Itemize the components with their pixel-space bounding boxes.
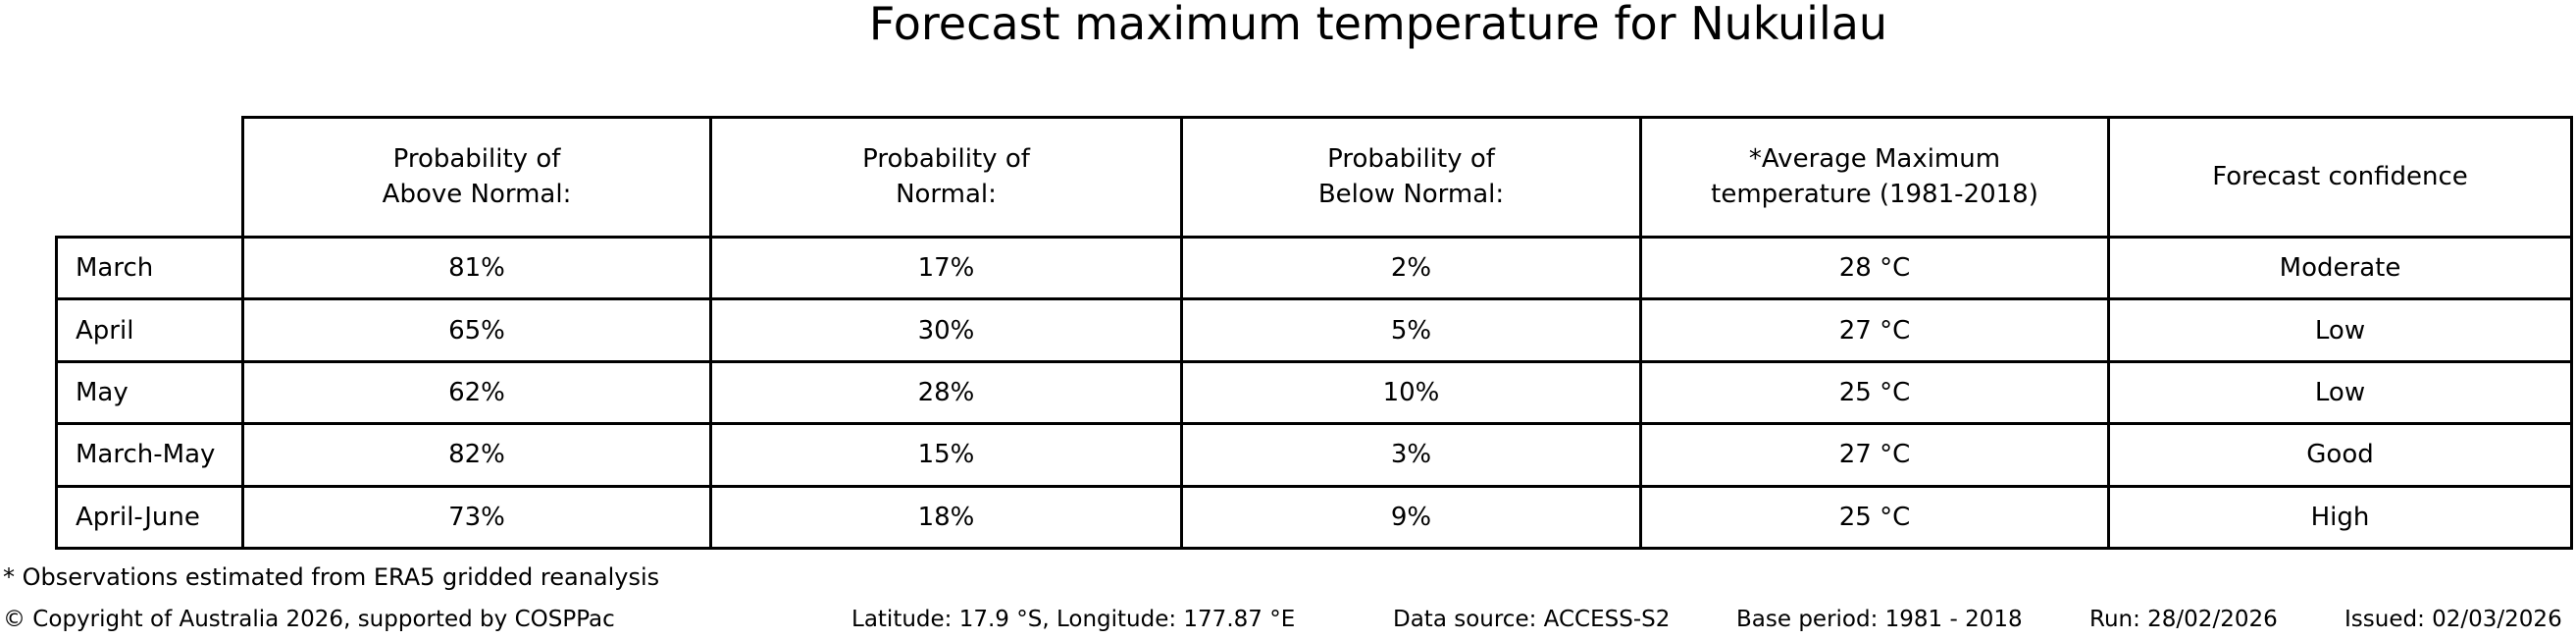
run-date-text: Run: 28/02/2026 bbox=[2089, 607, 2278, 632]
cell-may-normal: 28% bbox=[709, 359, 1183, 426]
cell-april-june-below: 9% bbox=[1180, 484, 1642, 550]
col-header-above-normal: Probability of Above Normal: bbox=[241, 116, 712, 239]
cell-march-may-below: 3% bbox=[1180, 422, 1642, 488]
table-header-row: Probability of Above Normal: Probability… bbox=[57, 116, 2573, 239]
cell-may-below: 10% bbox=[1180, 359, 1642, 426]
cell-march-may-normal: 15% bbox=[709, 422, 1183, 488]
corner-cell bbox=[57, 118, 243, 238]
forecast-table: Probability of Above Normal: Probability… bbox=[55, 116, 2573, 550]
col-header-normal: Probability of Normal: bbox=[709, 116, 1183, 239]
cell-april-normal: 30% bbox=[709, 297, 1183, 363]
data-source-text: Data source: ACCESS-S2 bbox=[1393, 607, 1671, 632]
page-title: Forecast maximum temperature for Nukuila… bbox=[868, 0, 1888, 50]
table-row-march-may: March-May 82% 15% 3% 27 °C Good bbox=[55, 422, 2573, 488]
cell-april-avg-temp: 27 °C bbox=[1639, 297, 2110, 363]
base-period-text: Base period: 1981 - 2018 bbox=[1736, 607, 2023, 632]
cell-may-above: 62% bbox=[241, 359, 712, 426]
issued-date-text: Issued: 02/03/2026 bbox=[2344, 607, 2562, 632]
location-text: Latitude: 17.9 °S, Longitude: 177.87 °E bbox=[851, 607, 1296, 632]
table-row-may: May 62% 28% 10% 25 °C Low bbox=[55, 359, 2573, 426]
cell-april-june-confidence: High bbox=[2107, 484, 2573, 550]
cell-april-confidence: Low bbox=[2107, 297, 2573, 363]
table-row-march: March 81% 17% 2% 28 °C Moderate bbox=[55, 235, 2573, 301]
cell-april-june-normal: 18% bbox=[709, 484, 1183, 550]
cell-march-confidence: Moderate bbox=[2107, 235, 2573, 301]
col-header-below-normal: Probability of Below Normal: bbox=[1180, 116, 1642, 239]
row-header-march-may: March-May bbox=[55, 422, 244, 488]
cell-april-june-above: 73% bbox=[241, 484, 712, 550]
observations-footnote: * Observations estimated from ERA5 gridd… bbox=[3, 563, 660, 591]
cell-march-may-avg-temp: 27 °C bbox=[1639, 422, 2110, 488]
row-header-april: April bbox=[55, 297, 244, 363]
table-row-april: April 65% 30% 5% 27 °C Low bbox=[55, 297, 2573, 363]
col-header-average-max-temp: *Average Maximum temperature (1981-2018) bbox=[1639, 116, 2110, 239]
cell-april-below: 5% bbox=[1180, 297, 1642, 363]
cell-march-above: 81% bbox=[241, 235, 712, 301]
cell-may-confidence: Low bbox=[2107, 359, 2573, 426]
cell-march-below: 2% bbox=[1180, 235, 1642, 301]
cell-march-avg-temp: 28 °C bbox=[1639, 235, 2110, 301]
row-header-april-june: April-June bbox=[55, 484, 244, 550]
table-row-april-june: April-June 73% 18% 9% 25 °C High bbox=[55, 484, 2573, 550]
cell-march-normal: 17% bbox=[709, 235, 1183, 301]
row-header-may: May bbox=[55, 359, 244, 426]
row-header-march: March bbox=[55, 235, 244, 301]
col-header-forecast-confidence: Forecast confidence bbox=[2107, 116, 2573, 239]
cell-april-above: 65% bbox=[241, 297, 712, 363]
cell-april-june-avg-temp: 25 °C bbox=[1639, 484, 2110, 550]
copyright-text: © Copyright of Australia 2026, supported… bbox=[3, 607, 615, 632]
cell-may-avg-temp: 25 °C bbox=[1639, 359, 2110, 426]
cell-march-may-confidence: Good bbox=[2107, 422, 2573, 488]
cell-march-may-above: 82% bbox=[241, 422, 712, 488]
